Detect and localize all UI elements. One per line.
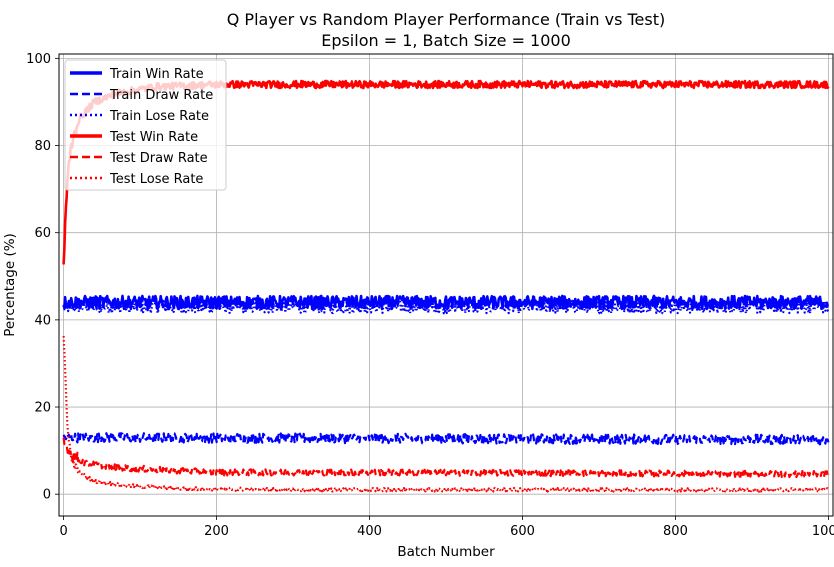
legend-label-test-win: Test Win Rate	[109, 130, 198, 145]
y-tick-label: 80	[34, 139, 51, 154]
y-tick-label: 40	[34, 313, 51, 328]
x-tick-label: 800	[663, 524, 688, 539]
legend-label-train-win: Train Win Rate	[109, 67, 204, 82]
legend-label-test-draw: Test Draw Rate	[109, 151, 208, 166]
x-tick-label: 600	[510, 524, 535, 539]
x-tick-label: 1000	[812, 524, 834, 539]
legend-label-train-draw: Train Draw Rate	[109, 88, 213, 103]
x-tick-label: 400	[357, 524, 382, 539]
series-line-train-win-rate	[62, 294, 830, 311]
legend-label-test-lose: Test Lose Rate	[109, 172, 203, 187]
x-tick-label: 200	[204, 524, 229, 539]
y-tick-label: 0	[43, 488, 51, 503]
x-tick-label: 0	[59, 524, 67, 539]
y-tick-label: 20	[34, 401, 51, 416]
legend-label-train-lose: Train Lose Rate	[109, 109, 209, 124]
series-lines	[62, 79, 830, 493]
chart-title: Q Player vs Random Player Performance (T…	[227, 10, 665, 29]
plot-frame	[58, 53, 834, 517]
y-axis-label: Percentage (%)	[2, 233, 18, 337]
series-line-train-draw-rate	[62, 432, 830, 446]
axis-ticks: 0 200 400 600 800 1000 0 20 40 60 80 100	[26, 52, 834, 539]
x-axis-label: Batch Number	[397, 544, 495, 560]
series-line-test-draw-rate	[62, 437, 830, 479]
legend-box	[64, 59, 227, 191]
y-tick-label: 100	[26, 52, 51, 67]
series-line-test-lose-rate	[62, 336, 830, 493]
legend: Train Win Rate Train Draw Rate Train Los…	[64, 59, 227, 191]
y-tick-label: 60	[34, 226, 51, 241]
chart-subtitle: Epsilon = 1, Batch Size = 1000	[321, 31, 571, 50]
